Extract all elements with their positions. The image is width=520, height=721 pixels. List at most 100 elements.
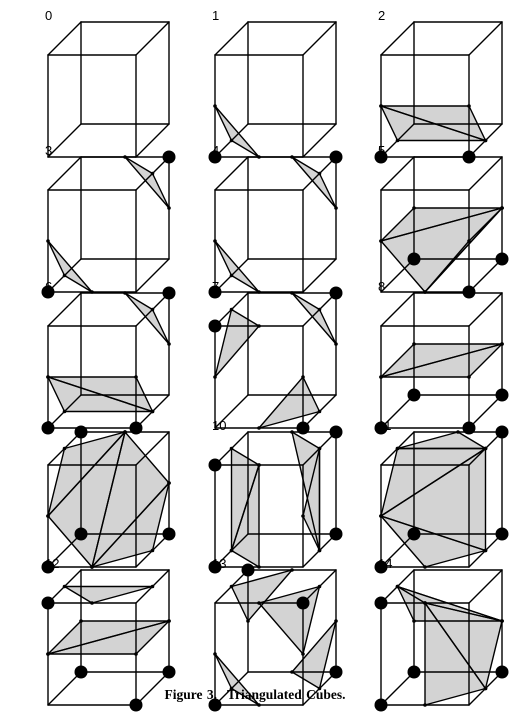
edge-intersection-dot bbox=[167, 206, 171, 210]
edge-intersection-dot bbox=[484, 139, 488, 143]
cube-edge bbox=[48, 157, 81, 190]
marked-vertex bbox=[330, 151, 343, 164]
triangle-outline bbox=[125, 293, 169, 344]
marked-vertex bbox=[163, 666, 176, 679]
triangle-outline bbox=[292, 157, 336, 208]
edge-intersection-dot bbox=[301, 375, 305, 379]
cube-case-1: 1 bbox=[209, 8, 337, 164]
cube-case-5: 5 bbox=[378, 143, 509, 299]
triangle-outline bbox=[215, 106, 259, 157]
case-label: 4 bbox=[212, 143, 219, 158]
marked-vertex bbox=[463, 286, 476, 299]
edge-intersection-dot bbox=[379, 239, 383, 243]
figure-number: Figure 3. bbox=[164, 687, 217, 702]
cube-edge bbox=[136, 259, 169, 292]
edge-intersection-dot bbox=[134, 652, 138, 656]
cube-case-0: 0 bbox=[45, 8, 169, 157]
cube-edge bbox=[469, 293, 502, 326]
cube-edge bbox=[381, 259, 414, 292]
marked-vertex bbox=[297, 597, 310, 610]
edge-intersection-dot bbox=[123, 155, 127, 159]
triangle-outline bbox=[215, 241, 259, 292]
marked-vertex bbox=[163, 287, 176, 300]
edge-intersection-dot bbox=[396, 585, 400, 589]
triangle-outline bbox=[292, 293, 336, 344]
edge-intersection-dot bbox=[257, 601, 261, 605]
edge-intersection-dot bbox=[257, 703, 261, 707]
cube-case-4: 4 bbox=[209, 143, 343, 299]
edge-intersection-dot bbox=[230, 549, 234, 553]
edge-intersection-dot bbox=[213, 652, 217, 656]
edge-intersection-dot bbox=[151, 585, 155, 589]
marked-vertex bbox=[75, 666, 88, 679]
case-label: 7 bbox=[212, 279, 219, 294]
edge-intersection-dot bbox=[423, 565, 427, 569]
cube-edge bbox=[215, 157, 248, 190]
edge-intersection-dot bbox=[151, 172, 155, 176]
edge-intersection-dot bbox=[467, 104, 471, 108]
marked-vertex bbox=[408, 253, 421, 266]
edge-intersection-dot bbox=[318, 172, 322, 176]
marked-vertex bbox=[330, 666, 343, 679]
edge-intersection-dot bbox=[301, 514, 305, 518]
edge-intersection-dot bbox=[230, 447, 234, 451]
marked-vertex bbox=[330, 287, 343, 300]
edge-intersection-dot bbox=[63, 274, 67, 278]
case-label: 1 bbox=[212, 8, 219, 23]
case-label: 2 bbox=[378, 8, 385, 23]
edge-intersection-dot bbox=[423, 703, 427, 707]
cube-edge bbox=[303, 259, 336, 292]
cube-edge bbox=[381, 293, 414, 326]
edge-intersection-dot bbox=[246, 619, 250, 623]
edge-intersection-dot bbox=[290, 155, 294, 159]
edge-intersection-dot bbox=[230, 308, 234, 312]
edge-intersection-dot bbox=[46, 239, 50, 243]
marked-vertex bbox=[496, 253, 509, 266]
cube-edge bbox=[469, 395, 502, 428]
edge-intersection-dot bbox=[151, 308, 155, 312]
cube-edge bbox=[303, 22, 336, 55]
marked-vertex bbox=[163, 528, 176, 541]
edge-intersection-dot bbox=[46, 652, 50, 656]
edge-intersection-dot bbox=[167, 619, 171, 623]
marked-vertex bbox=[330, 528, 343, 541]
triangle-outline bbox=[48, 241, 92, 292]
edge-intersection-dot bbox=[63, 585, 67, 589]
edge-intersection-dot bbox=[334, 619, 338, 623]
edge-intersection-dot bbox=[318, 549, 322, 553]
edge-intersection-dot bbox=[230, 274, 234, 278]
edge-intersection-dot bbox=[213, 239, 217, 243]
edge-intersection-dot bbox=[396, 447, 400, 451]
edge-intersection-dot bbox=[412, 206, 416, 210]
edge-intersection-dot bbox=[456, 430, 460, 434]
case-label: 8 bbox=[378, 279, 385, 294]
cube-edge bbox=[469, 22, 502, 55]
edge-intersection-dot bbox=[123, 430, 127, 434]
marked-vertex bbox=[408, 666, 421, 679]
edge-intersection-dot bbox=[500, 619, 504, 623]
cube-edge bbox=[469, 259, 502, 292]
edge-intersection-dot bbox=[290, 430, 294, 434]
edge-intersection-dot bbox=[134, 375, 138, 379]
edge-intersection-dot bbox=[46, 514, 50, 518]
edge-intersection-dot bbox=[151, 549, 155, 553]
edge-intersection-dot bbox=[484, 447, 488, 451]
edge-intersection-dot bbox=[46, 375, 50, 379]
edge-intersection-dot bbox=[151, 410, 155, 414]
edge-intersection-dot bbox=[318, 410, 322, 414]
edge-intersection-dot bbox=[90, 601, 94, 605]
edge-intersection-dot bbox=[379, 375, 383, 379]
edge-intersection-dot bbox=[484, 549, 488, 553]
edge-intersection-dot bbox=[257, 426, 261, 430]
edge-intersection-dot bbox=[257, 463, 261, 467]
marked-vertex bbox=[496, 389, 509, 402]
cube-edge bbox=[136, 22, 169, 55]
cube-case-7: 7 bbox=[209, 279, 343, 435]
edge-intersection-dot bbox=[396, 139, 400, 143]
cube-case-11: 11 bbox=[375, 418, 509, 574]
edge-intersection-dot bbox=[290, 568, 294, 572]
cube-edge bbox=[381, 22, 414, 55]
edge-intersection-dot bbox=[318, 308, 322, 312]
edge-intersection-dot bbox=[257, 324, 261, 328]
marked-vertex bbox=[75, 528, 88, 541]
